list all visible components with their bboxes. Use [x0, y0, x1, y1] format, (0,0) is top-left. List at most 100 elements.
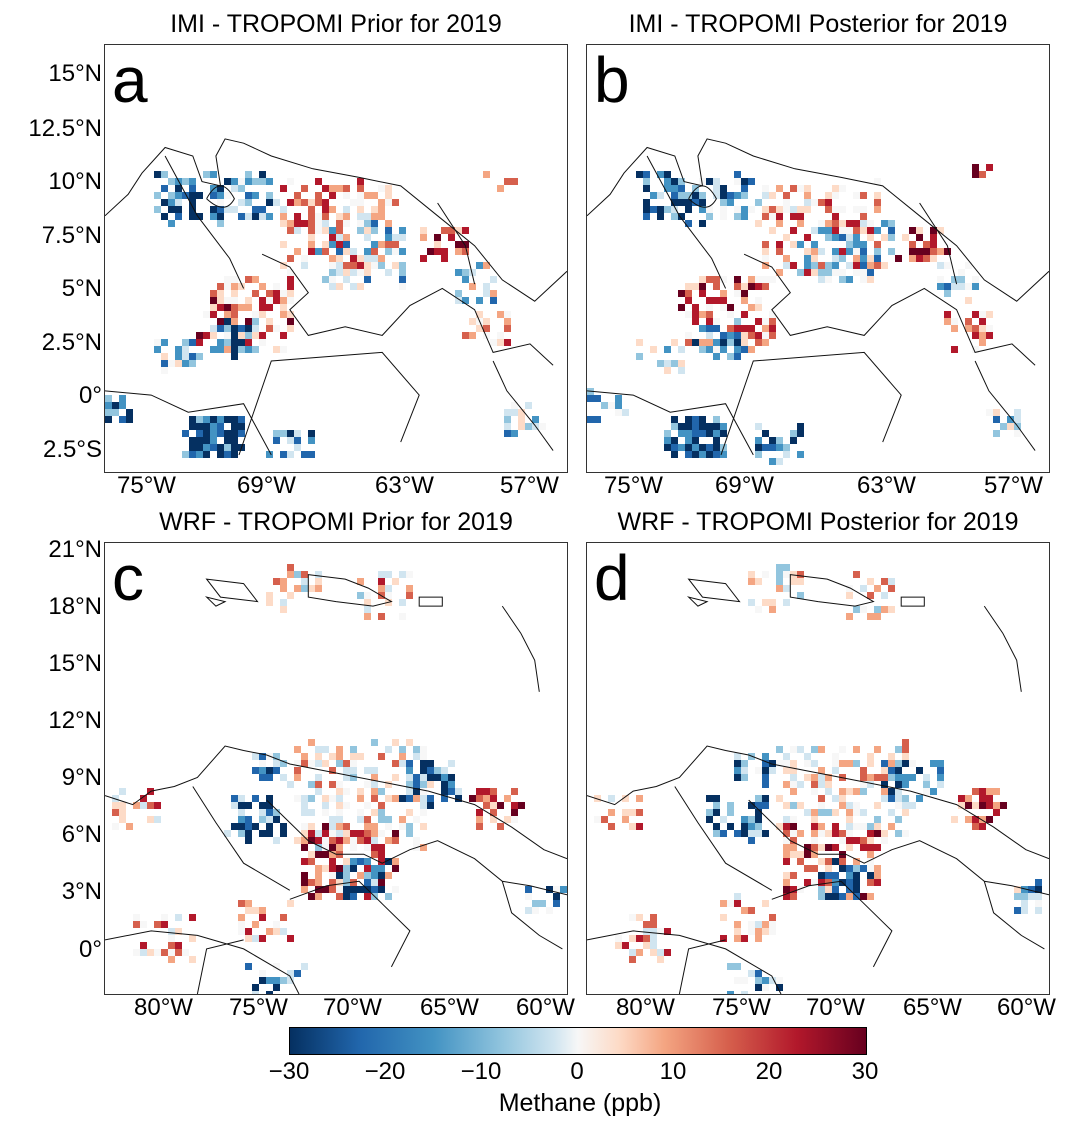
methane-pixel: [755, 220, 762, 227]
methane-pixel: [189, 206, 196, 213]
methane-pixel: [217, 318, 224, 325]
methane-pixel: [825, 227, 832, 234]
methane-pixel: [315, 571, 322, 578]
methane-pixel: [406, 571, 413, 578]
methane-pixel: [238, 830, 245, 837]
methane-pixel: [734, 767, 741, 774]
methane-pixel: [825, 865, 832, 872]
methane-pixel: [308, 809, 315, 816]
methane-pixel: [273, 928, 280, 935]
methane-pixel: [427, 248, 434, 255]
methane-pixel: [699, 199, 706, 206]
methane-pixel: [881, 262, 888, 269]
methane-pixels: [587, 164, 1021, 465]
methane-pixel: [587, 416, 594, 423]
methane-pixel: [853, 746, 860, 753]
methane-pixel: [210, 325, 217, 332]
panel-title-a: IMI - TROPOMI Prior for 2019: [170, 10, 502, 38]
methane-pixel: [818, 893, 825, 900]
methane-pixel: [371, 795, 378, 802]
methane-pixel: [986, 816, 993, 823]
methane-pixel: [832, 248, 839, 255]
methane-pixel: [853, 255, 860, 262]
methane-pixel: [252, 206, 259, 213]
methane-pixel: [699, 451, 706, 458]
methane-pixel: [161, 199, 168, 206]
lat-tick: 0°: [79, 382, 102, 409]
methane-pixel: [350, 865, 357, 872]
methane-pixel: [923, 248, 930, 255]
methane-pixel: [154, 921, 161, 928]
methane-pixel: [916, 795, 923, 802]
methane-pixel: [483, 332, 490, 339]
methane-pixel: [734, 192, 741, 199]
methane-pixel: [294, 767, 301, 774]
methane-pixel: [734, 921, 741, 928]
methane-pixel: [483, 290, 490, 297]
methane-pixel: [853, 269, 860, 276]
methane-pixel: [636, 935, 643, 942]
methane-pixel: [196, 444, 203, 451]
methane-pixel: [811, 269, 818, 276]
methane-pixel: [343, 262, 350, 269]
methane-pixel: [301, 858, 308, 865]
methane-pixel: [790, 802, 797, 809]
methane-pixel: [546, 907, 553, 914]
methane-pixel: [308, 739, 315, 746]
methane-pixel: [734, 339, 741, 346]
methane-pixel: [224, 178, 231, 185]
country-border: [900, 596, 925, 607]
methane-pixel: [350, 746, 357, 753]
methane-pixel: [650, 921, 657, 928]
methane-pixel: [329, 255, 336, 262]
methane-pixel: [1014, 430, 1021, 437]
methane-pixel: [860, 767, 867, 774]
methane-pixel: [217, 304, 224, 311]
methane-pixel: [406, 795, 413, 802]
methane-pixel: [1035, 893, 1042, 900]
methane-pixel: [755, 199, 762, 206]
methane-pixel: [378, 578, 385, 585]
lat-tick: 18°N: [48, 593, 102, 620]
methane-pixel: [790, 760, 797, 767]
methane-pixel: [902, 809, 909, 816]
methane-pixel: [755, 283, 762, 290]
methane-pixel: [231, 276, 238, 283]
methane-pixel: [357, 262, 364, 269]
colorbar-tick: −10: [460, 1058, 502, 1085]
methane-pixel: [741, 830, 748, 837]
methane-pixel: [629, 914, 636, 921]
methane-pixel: [364, 830, 371, 837]
methane-pixel: [741, 332, 748, 339]
methane-pixel: [755, 606, 762, 613]
methane-pixel: [818, 872, 825, 879]
methane-pixel: [797, 830, 804, 837]
methane-pixel: [678, 185, 685, 192]
methane-pixel: [385, 893, 392, 900]
lon-tick: 57°W: [984, 472, 1043, 499]
methane-pixel: [755, 767, 762, 774]
methane-pixel: [853, 571, 860, 578]
methane-pixel: [336, 283, 343, 290]
methane-pixel: [231, 318, 238, 325]
methane-pixel: [734, 928, 741, 935]
methane-pixel: [504, 430, 511, 437]
lat-tick: 3°N: [61, 878, 102, 905]
methane-pixel: [671, 451, 678, 458]
methane-pixel: [406, 809, 413, 816]
methane-pixel: [776, 585, 783, 592]
methane-pixel: [287, 781, 294, 788]
country-border: [587, 745, 1049, 860]
methane-pixel: [497, 332, 504, 339]
methane-pixel: [783, 816, 790, 823]
methane-pixel: [846, 585, 853, 592]
methane-pixel: [371, 886, 378, 893]
methane-pixel: [280, 346, 287, 353]
methane-pixel: [357, 592, 364, 599]
methane-pixel: [846, 262, 853, 269]
methane-pixel: [420, 781, 427, 788]
methane-pixel: [797, 746, 804, 753]
methane-pixel: [972, 332, 979, 339]
methane-pixel: [846, 893, 853, 900]
methane-pixel: [741, 935, 748, 942]
